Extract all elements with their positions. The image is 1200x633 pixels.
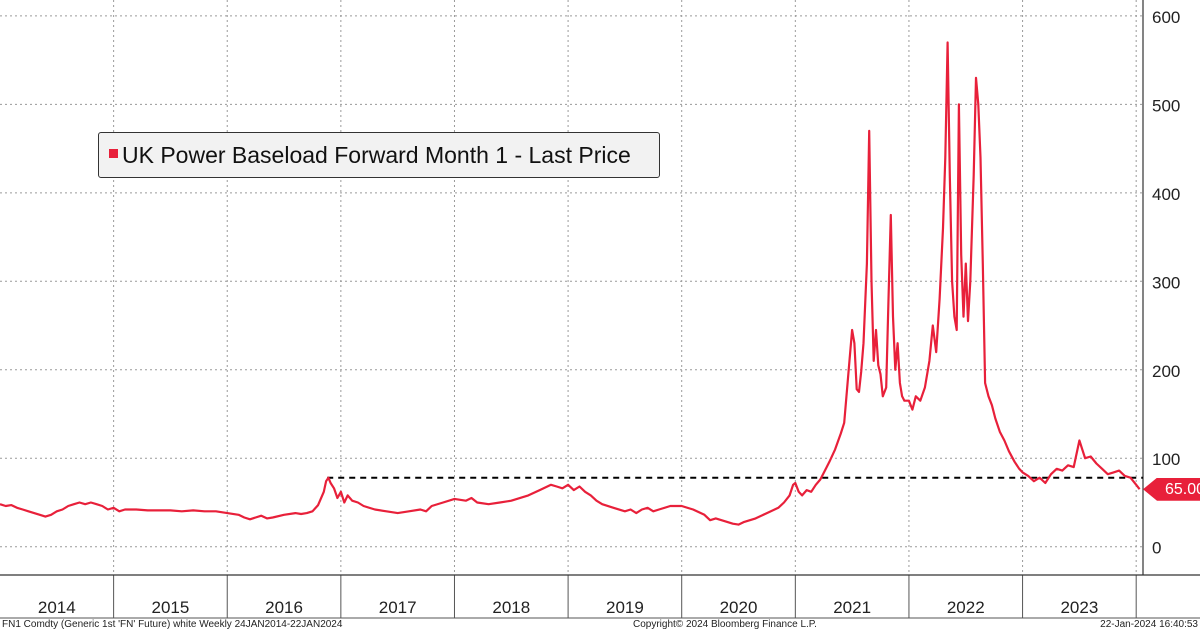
x-tick-label: 2021 bbox=[833, 598, 871, 617]
y-axis-ticks: 0 100 200 300 400 500 600 bbox=[1152, 8, 1180, 558]
x-tick-label: 2016 bbox=[265, 598, 303, 617]
footer-timestamp: 22-Jan-2024 16:40:53 bbox=[1100, 619, 1198, 630]
x-tick-label: 2023 bbox=[1060, 598, 1098, 617]
y-tick-label: 200 bbox=[1152, 362, 1180, 381]
x-tick-label: 2014 bbox=[38, 598, 76, 617]
y-tick-label: 500 bbox=[1152, 96, 1180, 115]
legend-swatch bbox=[109, 149, 118, 158]
axes bbox=[0, 0, 1200, 619]
footer-copyright: Copyright© 2024 Bloomberg Finance L.P. bbox=[633, 619, 817, 630]
x-tick-label: 2018 bbox=[492, 598, 530, 617]
last-value-label: 65.00 bbox=[1143, 477, 1200, 501]
x-tick-label: 2020 bbox=[720, 598, 758, 617]
footer-source: FN1 Comdty (Generic 1st 'FN' Future) whi… bbox=[2, 619, 343, 630]
legend-label: UK Power Baseload Forward Month 1 - Last… bbox=[122, 141, 631, 168]
x-tick-label: 2019 bbox=[606, 598, 644, 617]
series-line-uk-power bbox=[0, 41, 1141, 526]
y-tick-label: 600 bbox=[1152, 8, 1180, 27]
x-axis-year-labels: 2014 2015 2016 2017 2018 2019 2020 2021 2022 2023 bbox=[38, 598, 1098, 617]
y-tick-label: 100 bbox=[1152, 450, 1180, 469]
y-tick-label: 0 bbox=[1152, 539, 1161, 558]
x-tick-label: 2022 bbox=[947, 598, 985, 617]
x-tick-label: 2015 bbox=[152, 598, 190, 617]
y-tick-label: 400 bbox=[1152, 185, 1180, 204]
y-tick-label: 300 bbox=[1152, 273, 1180, 292]
grid bbox=[0, 0, 1143, 575]
x-tick-label: 2017 bbox=[379, 598, 417, 617]
legend: UK Power Baseload Forward Month 1 - Last… bbox=[98, 132, 660, 178]
